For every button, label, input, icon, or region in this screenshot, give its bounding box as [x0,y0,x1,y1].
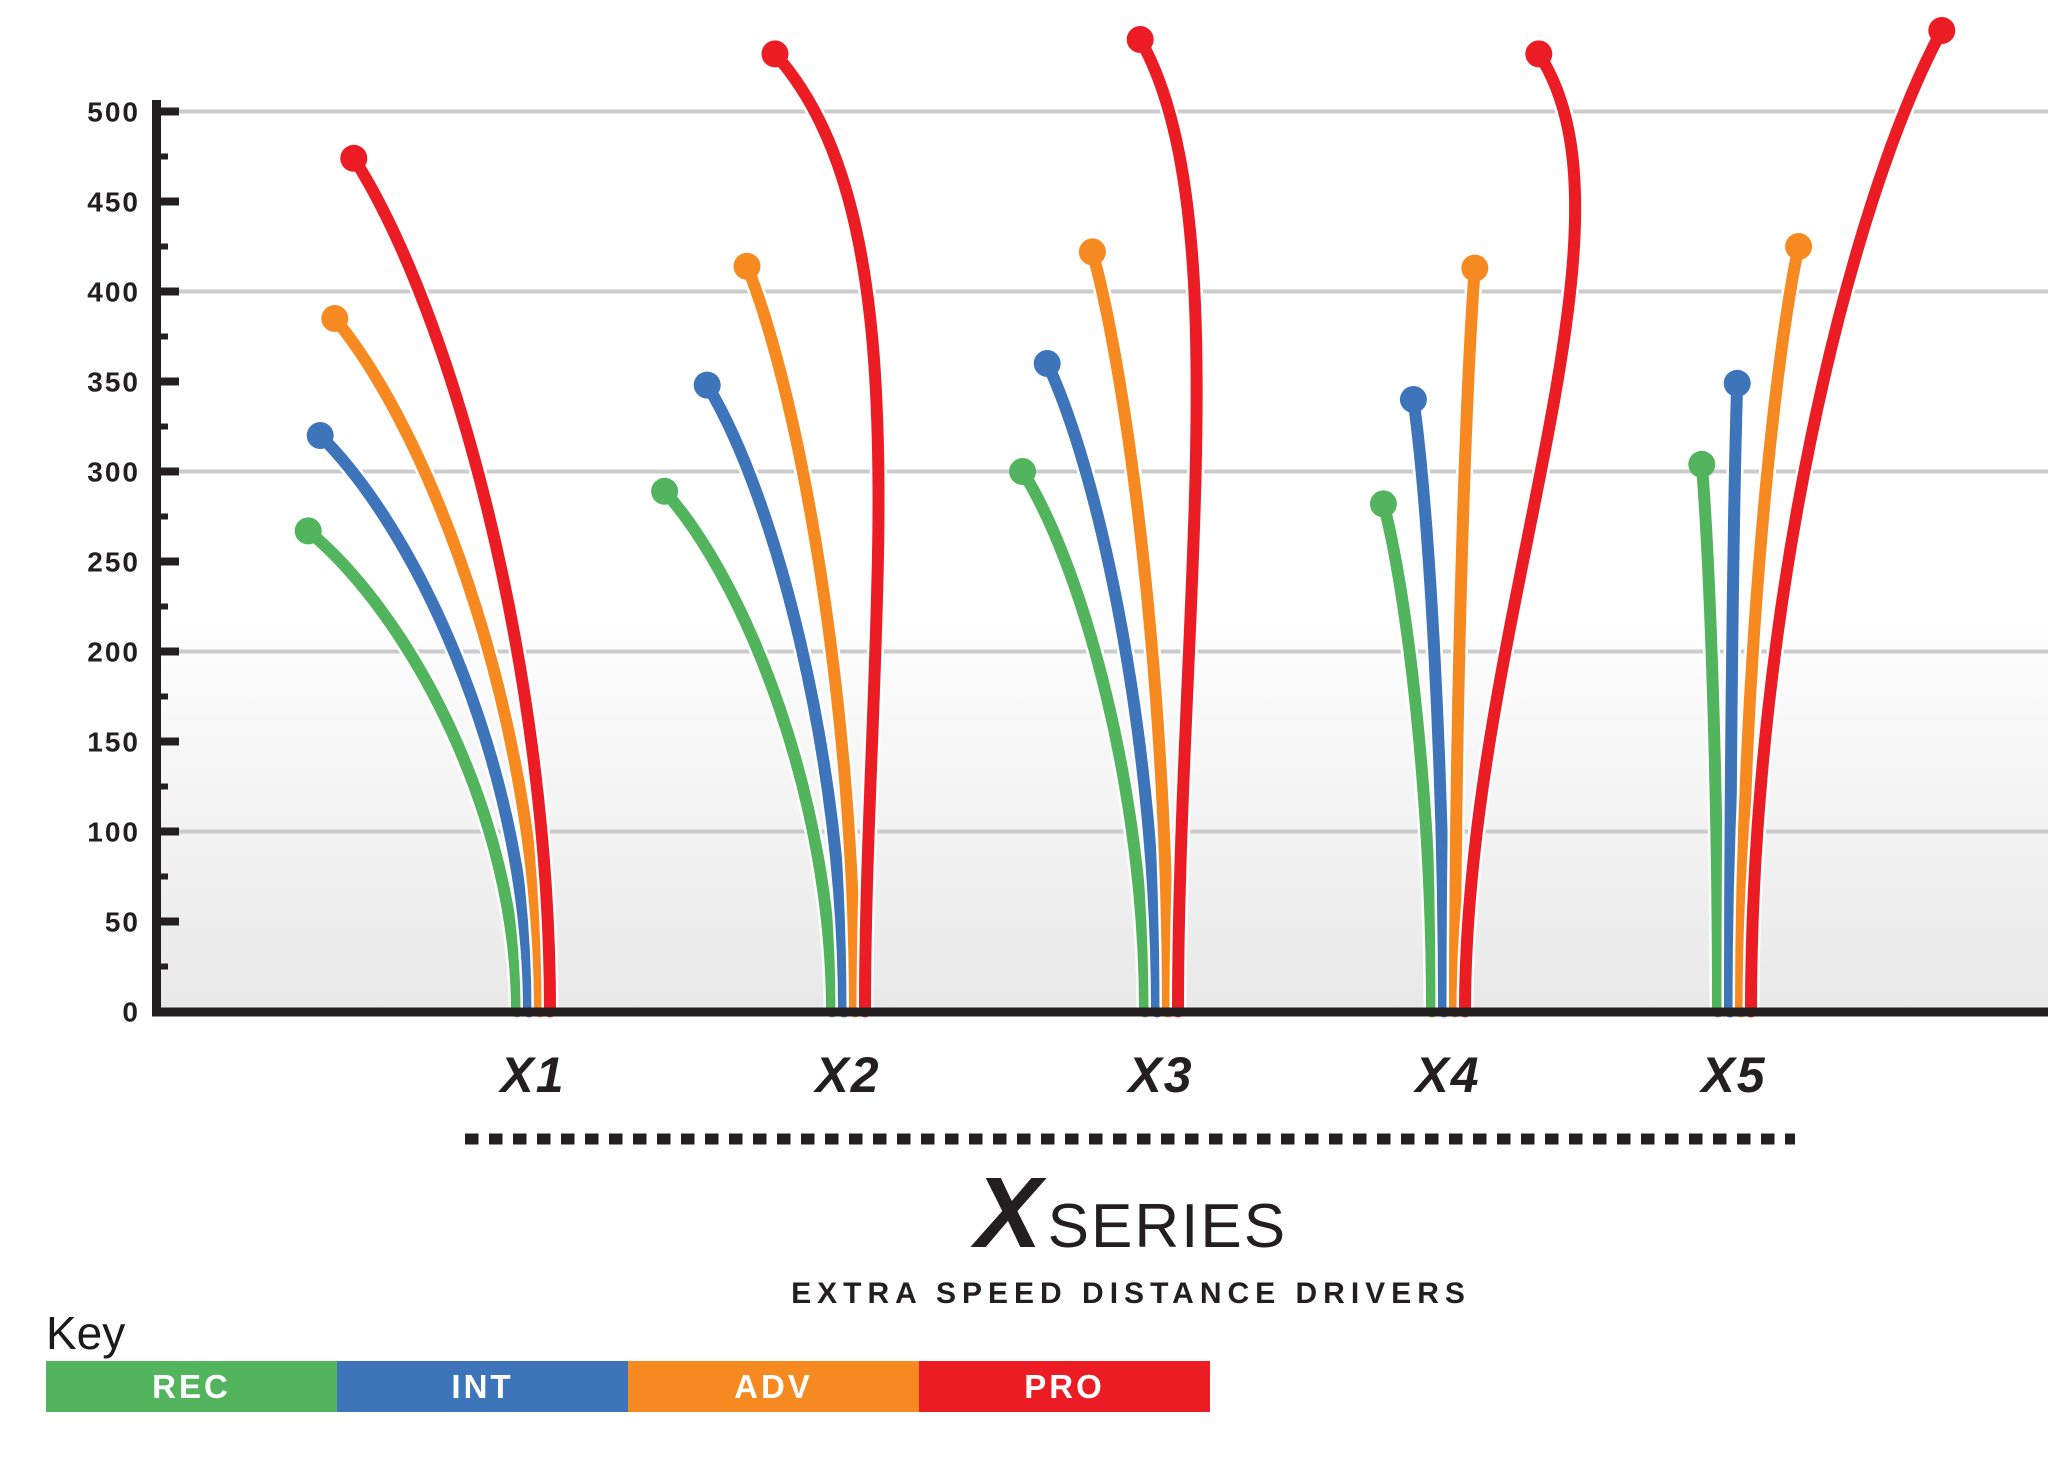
flight-x1-int-landing-dot [306,422,334,449]
y-tick-label-0: 0 [122,997,140,1028]
y-tick-label-100: 100 [87,817,140,848]
y-tick-label-450: 450 [87,187,140,218]
flight-x2-pro-landing-dot [761,40,789,68]
y-tick-label-400: 400 [87,277,140,308]
flight-x5-rec-landing-dot [1688,450,1716,478]
key-segment-adv [628,1361,919,1412]
y-tick-label-250: 250 [87,547,140,578]
flight-x2-adv-path [741,260,861,1018]
flight-x2-pro-path [769,47,885,1018]
disc-label-x3: X3 [1125,1047,1193,1103]
key-label-pro: PRO [1024,1368,1105,1405]
flight-x3-int-landing-dot [1033,350,1061,377]
flight-x5-rec-path [1695,458,1724,1018]
flight-x3-pro-landing-dot [1126,26,1154,53]
flight-x3-pro-path [1134,33,1203,1018]
flight-x1-pro-path [347,152,556,1018]
y-tick-label-300: 300 [87,457,140,488]
flight-x5-adv-path [1735,240,1805,1018]
flight-x3-adv-path [1086,245,1174,1018]
key-label-rec: REC [152,1368,231,1405]
key-label-adv: ADV [734,1368,813,1405]
flight-x4-int-landing-dot [1399,386,1427,413]
key-segment-rec [46,1361,337,1412]
flight-x5-adv-landing-dot [1785,233,1813,260]
flight-x5-int-path [1724,377,1744,1018]
flight-x1-int-path [314,429,535,1018]
flight-x2-int-landing-dot [693,371,721,399]
flight-x4-rec-path [1377,497,1438,1018]
disc-label-x2: X2 [812,1047,880,1103]
flight-x5-pro-path [1745,24,1948,1018]
y-tick-label-50: 50 [105,907,140,938]
flight-x4-rec-landing-dot [1369,490,1397,518]
flight-x4-int-path [1407,393,1450,1018]
y-tick-label-500: 500 [87,97,140,128]
flight-x3-int-path [1041,357,1163,1018]
series-title-x-glyph: X [970,1157,1047,1269]
flight-x1-adv-path [328,312,546,1018]
flight-x4-adv-path [1449,262,1481,1018]
flight-x3-rec-landing-dot [1009,458,1037,485]
flight-x2-int-path [701,379,850,1018]
flight-x1-rec-landing-dot [294,517,322,545]
y-tick-label-150: 150 [87,727,140,758]
key-segment-pro [919,1361,1210,1412]
series-title: XSERIES [970,1157,1287,1269]
flight-x1-rec-path [302,524,523,1018]
series-title-word: SERIES [1048,1192,1287,1261]
key-label-int: INT [451,1368,513,1405]
key-title: Key [46,1307,125,1359]
flight-x4-pro-path [1459,47,1582,1018]
y-tick-label-200: 200 [87,637,140,668]
key-segment-int [337,1361,628,1412]
flight-x5-int-landing-dot [1723,369,1751,397]
flight-curves [294,17,1956,1020]
axes [152,100,2048,1017]
series-subtitle: EXTRA SPEED DISTANCE DRIVERS [791,1277,1471,1310]
flight-x5-pro-landing-dot [1928,17,1956,44]
disc-labels: X1 X2 X3 X4 X5 [497,1047,1766,1103]
flight-x2-rec-path [658,485,838,1018]
flight-x1-adv-landing-dot [321,305,349,332]
y-tick-label-350: 350 [87,367,140,398]
flight-x1-pro-landing-dot [340,144,368,172]
disc-label-x5: X5 [1698,1047,1766,1103]
y-axis-labels: 0 50 100 150 200 250 300 350 400 450 500 [87,97,140,1028]
flight-x4-pro-landing-dot [1525,40,1553,68]
flight-x4-adv-landing-dot [1461,254,1489,282]
flight-x2-adv-landing-dot [733,252,761,280]
flight-x2-rec-landing-dot [651,477,679,505]
disc-label-x1: X1 [497,1047,565,1103]
flight-x3-adv-landing-dot [1078,238,1106,266]
key-bar: REC INT ADV PRO [46,1361,1210,1412]
disc-label-x4: X4 [1412,1047,1480,1103]
flight-x3-rec-path [1016,465,1151,1018]
